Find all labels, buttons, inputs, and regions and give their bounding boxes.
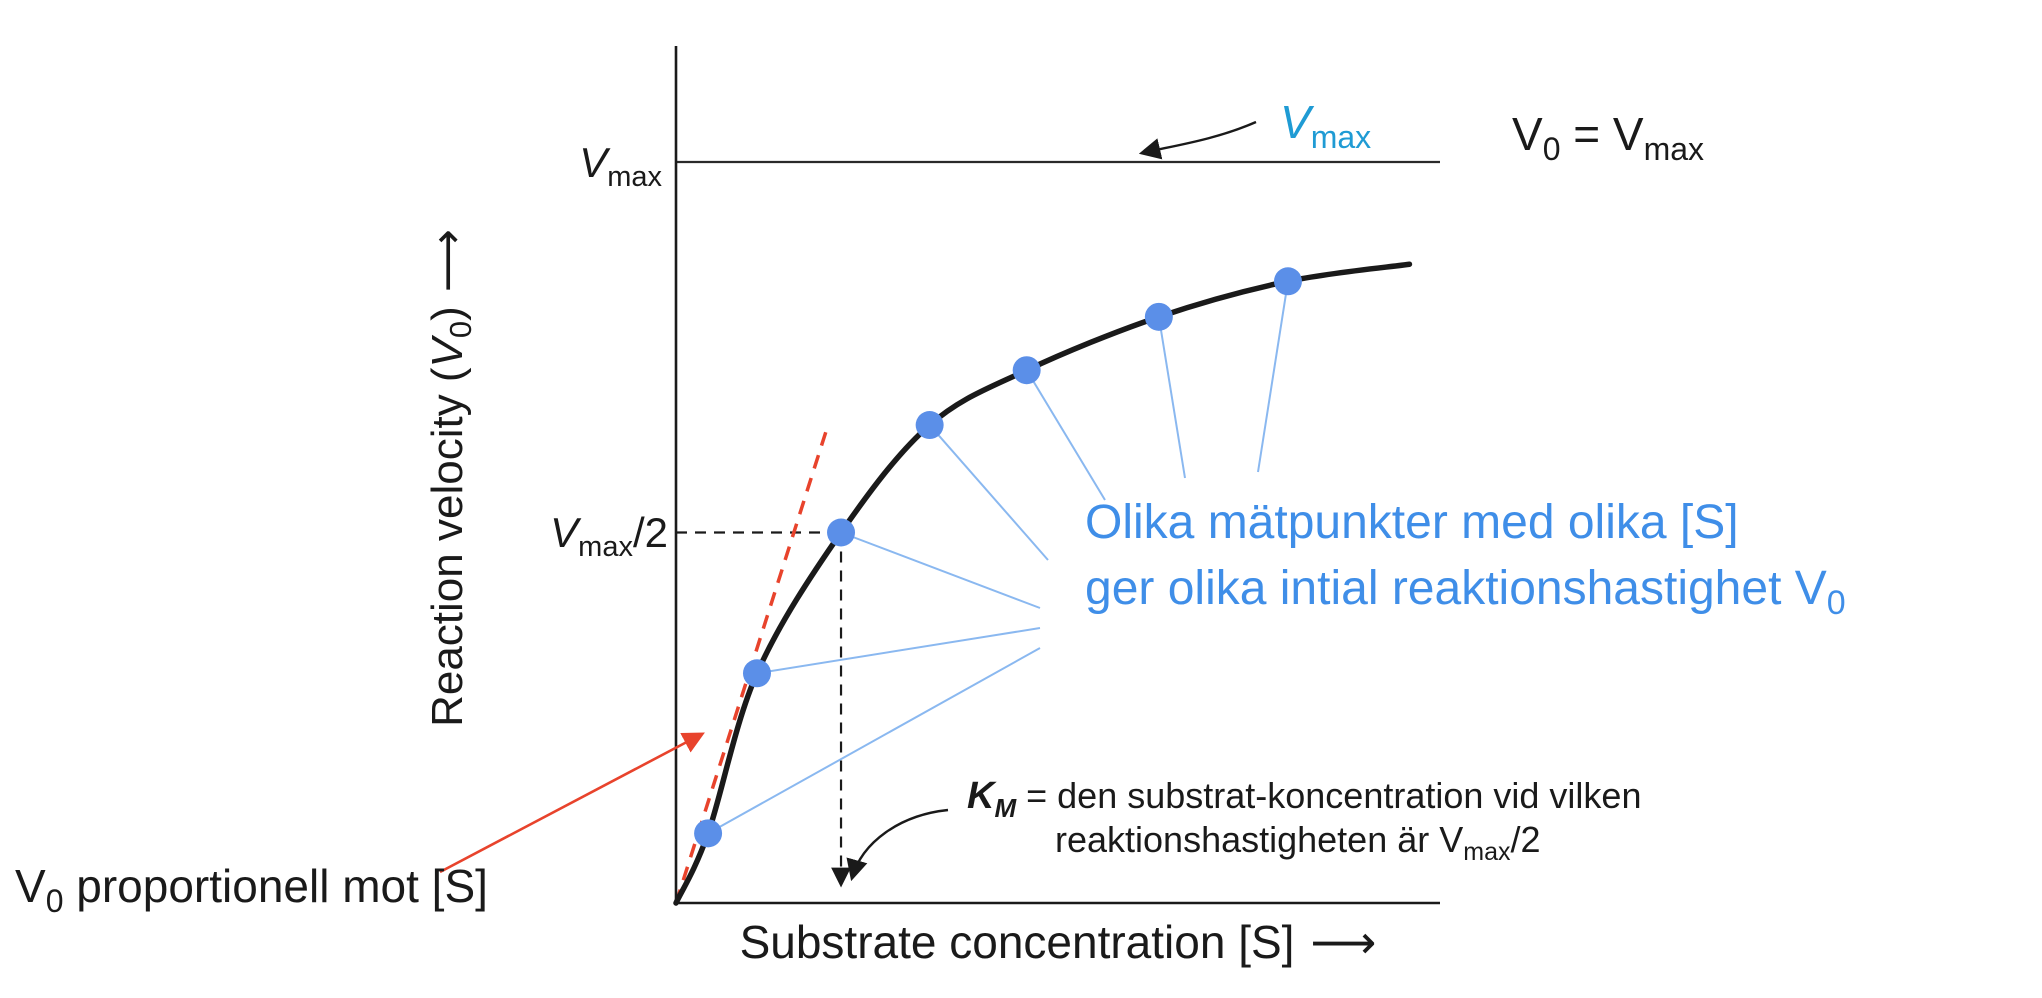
data-point bbox=[742, 659, 771, 688]
y-axis-label-close: ) bbox=[423, 306, 472, 321]
blue-note-line2-text: ger olika intial reaktionshastighet V bbox=[1085, 562, 1827, 615]
y-axis-v-symbol: V bbox=[423, 334, 472, 367]
y-axis-label: Reaction velocity (V0) ⟶ bbox=[423, 229, 478, 727]
connector-line bbox=[1157, 316, 1186, 479]
x-axis-arrow-glyph: ⟶ bbox=[1310, 916, 1376, 968]
km-symbol: K bbox=[967, 775, 997, 817]
km-note-line2: reaktionshastigheten är Vmax/2 bbox=[1055, 819, 1541, 866]
v0eq-mid: = V bbox=[1560, 108, 1643, 160]
v0eq-v: V bbox=[1512, 108, 1543, 160]
y-axis-label-text: Reaction velocity ( bbox=[423, 367, 472, 727]
vmax-half-tick-sub: max bbox=[578, 531, 633, 563]
data-points-group bbox=[694, 267, 1302, 848]
vmax-half-tick-v: V bbox=[550, 509, 582, 556]
x-axis-label: Substrate concentration [S] ⟶ bbox=[740, 916, 1377, 968]
v0prop-v: V bbox=[15, 860, 46, 912]
data-point bbox=[1273, 267, 1302, 296]
km-symbol-sub: M bbox=[994, 793, 1017, 823]
blue-note-line1: Olika mätpunkter med olika [S] bbox=[1085, 496, 1739, 549]
vmax-half-tick-label: Vmax/2 bbox=[550, 509, 668, 563]
km-note-line1: KM = den substrat-koncentration vid vilk… bbox=[967, 775, 1641, 823]
x-axis-label-text: Substrate concentration [S] bbox=[740, 916, 1295, 968]
data-point bbox=[1144, 302, 1173, 331]
data-point bbox=[694, 819, 723, 848]
vmax-tick-sub: max bbox=[607, 161, 662, 193]
connector-line bbox=[1025, 369, 1106, 501]
vmax-cyan-sub: max bbox=[1311, 119, 1371, 155]
blue-note-line2: ger olika intial reaktionshastighet V0 bbox=[1085, 562, 1846, 622]
km-note-line2-post: /2 bbox=[1511, 819, 1541, 860]
v0-proportional-label: V0 proportionell mot [S] bbox=[15, 860, 488, 919]
v0-equals-vmax-label: V0 = Vmax bbox=[1512, 108, 1704, 167]
v0eq-submax: max bbox=[1644, 131, 1704, 167]
km-note-line2-sub: max bbox=[1463, 838, 1511, 866]
data-point bbox=[1012, 356, 1041, 385]
km-callout-arrow bbox=[846, 808, 949, 882]
v0-proportional-arrow bbox=[439, 732, 705, 874]
v0eq-sub0: 0 bbox=[1543, 131, 1561, 167]
vmax-tick-label: Vmax bbox=[579, 139, 662, 193]
vmax-half-tick-post: /2 bbox=[633, 509, 668, 556]
y-axis-v-subscript: 0 bbox=[443, 321, 478, 338]
v0prop-sub: 0 bbox=[46, 883, 64, 919]
blue-note-line2-sub: 0 bbox=[1827, 584, 1846, 622]
connector-line bbox=[840, 531, 1041, 609]
vmax-tick-v: V bbox=[579, 139, 611, 186]
vmax-cyan-v: V bbox=[1280, 96, 1315, 148]
connector-line bbox=[707, 647, 1041, 835]
connector-line bbox=[1257, 281, 1289, 473]
y-axis-arrow-glyph: ⟶ bbox=[423, 229, 472, 292]
km-note-line1-text: = den substrat-koncentration vid vilken bbox=[1016, 775, 1641, 816]
data-point bbox=[915, 411, 944, 440]
connector-line bbox=[756, 627, 1041, 675]
v0prop-text: proportionell mot [S] bbox=[63, 860, 487, 912]
km-note-line2-text: reaktionshastigheten är V bbox=[1055, 819, 1463, 860]
connector-line bbox=[928, 424, 1049, 561]
data-point bbox=[827, 518, 856, 547]
connector-lines-group bbox=[707, 281, 1289, 835]
vmax-cyan-callout: Vmax bbox=[1280, 96, 1371, 155]
vmax-callout-arrow bbox=[1138, 120, 1257, 160]
